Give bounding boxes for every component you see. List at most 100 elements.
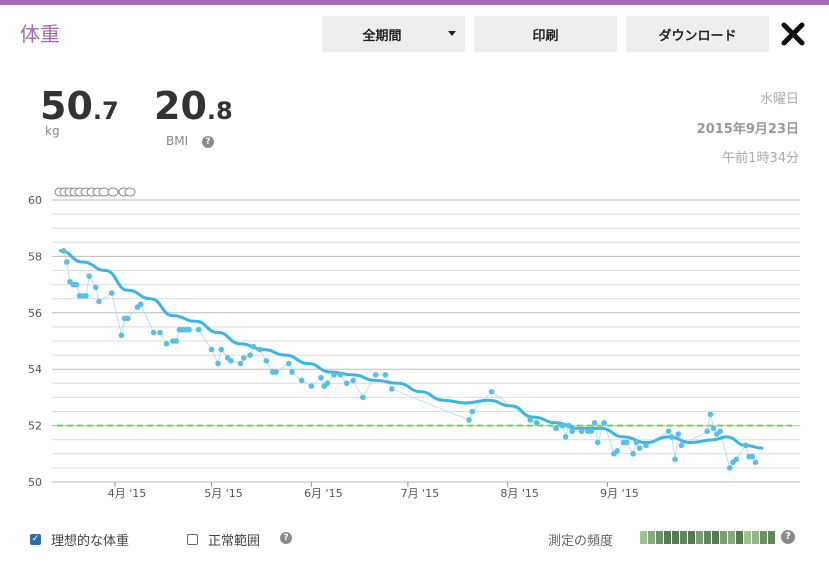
measurement-point[interactable] [614, 448, 620, 454]
measurement-point[interactable] [108, 290, 115, 296]
measurement-point[interactable] [218, 346, 225, 353]
measurement-point[interactable] [308, 383, 315, 389]
measurement-point[interactable] [562, 434, 569, 440]
measurement-point[interactable] [331, 372, 337, 378]
y-tick-label: 52 [28, 420, 42, 433]
caret-down-icon [448, 31, 456, 36]
measurement-point[interactable] [743, 442, 749, 449]
measurement-point[interactable] [173, 338, 179, 344]
measurement-point[interactable] [710, 425, 717, 432]
measurement-point[interactable] [137, 301, 144, 308]
frequency-cell [744, 531, 751, 544]
x-tick-label: 4月 '15 [108, 487, 147, 500]
measurement-point[interactable] [601, 419, 608, 426]
measurement-point[interactable] [488, 388, 495, 395]
measurement-point[interactable] [247, 352, 253, 358]
measurement-point[interactable] [672, 456, 678, 463]
measurement-point[interactable] [286, 360, 292, 367]
measurement-point[interactable] [337, 372, 344, 378]
measurement-point[interactable] [324, 380, 331, 387]
measurement-point[interactable] [527, 417, 533, 423]
measurement-point[interactable] [749, 453, 756, 460]
measurement-point[interactable] [157, 329, 163, 336]
normal-range-help-icon[interactable]: ? [280, 532, 292, 544]
checkbox-checked-icon[interactable]: ✓ [30, 534, 41, 545]
measurement-point[interactable] [118, 332, 125, 339]
measurement-points[interactable] [60, 247, 759, 471]
measurement-point[interactable] [92, 284, 99, 291]
frequency-help-icon[interactable]: ? [781, 530, 795, 544]
measurement-point[interactable] [665, 428, 672, 435]
measurement-point[interactable] [273, 369, 279, 375]
measurement-point[interactable] [623, 439, 630, 446]
measurement-point[interactable] [594, 439, 601, 446]
measurement-point[interactable] [195, 326, 202, 333]
frequency-cell [720, 531, 727, 544]
measurement-point[interactable] [318, 374, 324, 381]
measurement-point[interactable] [257, 346, 263, 353]
y-tick-label: 56 [28, 307, 42, 320]
measurement-point[interactable] [60, 247, 67, 254]
measurement-point[interactable] [726, 465, 733, 471]
measurement-point[interactable] [360, 394, 366, 401]
measurement-point[interactable] [250, 343, 257, 350]
measurement-point[interactable] [289, 369, 295, 375]
measurement-point[interactable] [469, 408, 476, 415]
event-marker-icon[interactable] [107, 187, 119, 197]
measurement-point[interactable] [350, 377, 356, 384]
measurement-point[interactable] [717, 428, 723, 435]
measurement-point[interactable] [372, 372, 379, 378]
measurement-point[interactable] [73, 281, 80, 288]
measurement-point[interactable] [83, 293, 89, 299]
period-dropdown[interactable]: 全期間 [322, 16, 465, 52]
measurement-point[interactable] [388, 386, 395, 392]
measurement-point[interactable] [163, 341, 170, 347]
measurement-point[interactable] [466, 417, 472, 423]
measurement-point[interactable] [237, 360, 244, 367]
measurement-point[interactable] [630, 451, 636, 457]
measurement-point[interactable] [569, 428, 575, 435]
measurement-point[interactable] [591, 419, 598, 426]
event-marker-icon[interactable] [124, 187, 136, 197]
measurement-point[interactable] [553, 425, 559, 432]
measurement-point[interactable] [240, 355, 247, 361]
measurement-point[interactable] [707, 411, 714, 418]
measurement-point[interactable] [559, 422, 566, 429]
measurement-point[interactable] [125, 315, 131, 322]
measurement-point[interactable] [533, 419, 540, 426]
measurement-point[interactable] [578, 428, 585, 435]
measurement-point[interactable] [208, 346, 215, 353]
measurement-point[interactable] [636, 445, 643, 451]
measurement-point[interactable] [733, 456, 739, 463]
bmi-int: 20 [154, 84, 207, 128]
measurement-point[interactable] [669, 434, 675, 440]
measurement-point[interactable] [382, 372, 389, 378]
measurement-point[interactable] [643, 442, 649, 449]
measurement-point[interactable] [86, 273, 93, 279]
measurement-point[interactable] [96, 298, 102, 305]
download-button[interactable]: ダウンロード [626, 16, 769, 52]
frequency-cell [648, 531, 655, 544]
measurement-point[interactable] [228, 357, 234, 364]
checkbox-unchecked-icon[interactable] [187, 534, 198, 545]
measurement-point[interactable] [752, 459, 759, 466]
weight-chart[interactable]: 60 58 56 54 52 50 4月 '15 5月 '15 6月 '15 7月 '15 8月 … [0, 180, 829, 505]
bmi-help-icon[interactable]: ? [202, 136, 214, 148]
normal-range-toggle[interactable]: 正常範囲 [187, 530, 260, 549]
ideal-weight-toggle[interactable]: ✓ 理想的な体重 [30, 530, 129, 549]
measurement-point[interactable] [588, 428, 595, 435]
measurement-point[interactable] [678, 442, 685, 449]
print-button[interactable]: 印刷 [474, 16, 617, 52]
measurement-point[interactable] [633, 439, 640, 446]
measurement-point[interactable] [704, 428, 711, 435]
measurement-point[interactable] [186, 326, 192, 333]
measurement-point[interactable] [343, 380, 350, 387]
measurement-point[interactable] [298, 377, 305, 384]
close-icon[interactable] [779, 20, 807, 48]
measurement-point[interactable] [215, 360, 221, 367]
measurement-point[interactable] [263, 357, 270, 364]
measurement-point[interactable] [63, 259, 70, 265]
measurement-point[interactable] [150, 329, 157, 336]
measurement-point[interactable] [566, 422, 572, 429]
measurement-point[interactable] [675, 431, 682, 437]
